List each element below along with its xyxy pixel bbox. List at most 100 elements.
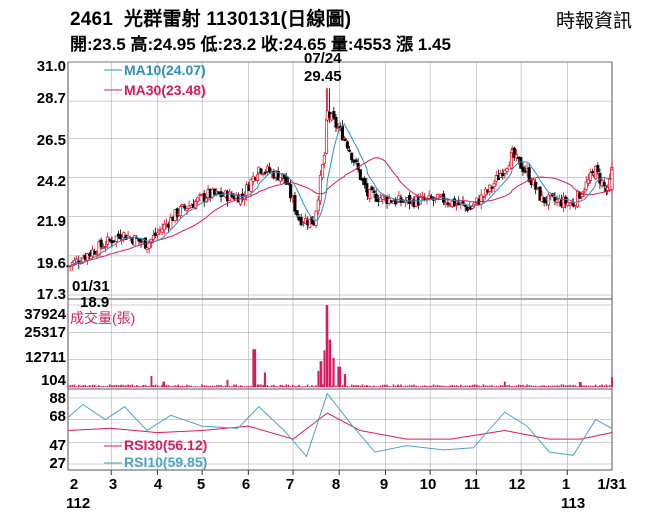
volume-bar (279, 384, 282, 387)
candle-body (514, 154, 519, 159)
volume-bar (413, 384, 415, 387)
volume-bar (480, 386, 483, 387)
volume-bar (350, 384, 353, 387)
candle-body (316, 199, 320, 212)
volume-bar (415, 385, 417, 387)
volume-bar (306, 384, 309, 387)
candle-body (108, 239, 112, 241)
volume-value: 4553 (353, 35, 392, 54)
candle-body (343, 138, 347, 141)
volume-bar (471, 384, 474, 387)
volume-spike-bar (253, 349, 256, 387)
volume-bar (556, 385, 558, 387)
volume-bar (386, 384, 388, 387)
volume-bar (594, 384, 597, 387)
volume-bar (473, 384, 476, 387)
volume-bar (428, 385, 430, 387)
volume-bar (508, 384, 511, 387)
volume-bar (140, 386, 142, 387)
volume-bar (129, 384, 132, 387)
candle-body (492, 182, 496, 187)
volume-bar (159, 386, 161, 387)
candle-body (126, 235, 130, 239)
candle-body (354, 159, 358, 162)
volume-bar (194, 385, 197, 387)
month-label: 12 (508, 476, 526, 493)
volume-bar (211, 385, 214, 387)
candle-body (527, 167, 531, 182)
candle-body (471, 206, 475, 209)
volume-bar (224, 385, 227, 387)
volume-bar (439, 385, 441, 387)
stock-name: 光群雷射 (124, 9, 201, 30)
volume-bar (373, 385, 375, 387)
ma30-legend: MA30(23.48) (124, 82, 206, 98)
volume-bar (388, 386, 390, 387)
ohlc-summary: 開:23.5 高:24.95 低:23.2 收:24.65 量:4553 漲 1… (70, 30, 451, 55)
volume-bar (220, 385, 222, 387)
volume-bar (583, 385, 585, 387)
volume-bar (589, 385, 592, 387)
candle-body (591, 171, 595, 174)
volume-bar (179, 385, 182, 387)
volume-bar (551, 385, 554, 387)
candle-body (334, 116, 338, 128)
volume-bar (183, 386, 186, 387)
volume-bar (275, 385, 277, 387)
volume-bar (300, 386, 302, 387)
volume-bar (84, 384, 87, 387)
rsi-tick: 27 (49, 455, 66, 472)
candle-body (512, 147, 516, 158)
volume-tick: 25317 (24, 324, 66, 341)
volume-bar (133, 385, 136, 387)
volume-bar (78, 384, 80, 387)
volume-bar (603, 385, 606, 387)
candle-body (481, 196, 485, 198)
volume-bar (131, 384, 134, 387)
price-tick: 26.5 (36, 132, 66, 149)
volume-tick: 12711 (25, 349, 66, 366)
volume-bar (493, 386, 495, 387)
volume-bar (135, 385, 138, 387)
volume-bar (519, 384, 522, 387)
volume-bar (176, 385, 179, 387)
volume-bar (252, 349, 254, 387)
candle-body (101, 247, 105, 249)
volume-bar (248, 386, 250, 387)
volume-bar (289, 386, 292, 387)
volume-bar (146, 386, 148, 387)
candle-body (284, 176, 288, 185)
volume-bar (201, 384, 203, 387)
volume-bar (266, 385, 269, 387)
month-label: 2 (69, 476, 79, 493)
low-value-annotation: 18.9 (80, 294, 110, 311)
volume-bar (235, 384, 237, 387)
candle-body (463, 204, 467, 207)
volume-bar (571, 385, 574, 387)
candle-body (322, 155, 326, 164)
volume-bar (436, 384, 439, 387)
close-label: 收: (260, 35, 284, 54)
volume-bar (587, 385, 590, 387)
volume-bar (366, 385, 369, 387)
volume-bar (381, 384, 384, 387)
volume-bar (346, 385, 349, 387)
candle-body (160, 228, 164, 233)
volume-spike-bar (150, 375, 153, 387)
volume-bar (457, 385, 460, 387)
candle-body (370, 186, 374, 191)
volume-bar (392, 384, 395, 387)
volume-bar (574, 385, 577, 387)
volume-bar (605, 384, 608, 387)
volume-bar (152, 385, 155, 387)
volume-bar (67, 385, 69, 387)
volume-bar (156, 385, 159, 387)
volume-spike-bar (329, 339, 332, 387)
volume-bar (304, 385, 307, 387)
volume-bar (100, 386, 102, 387)
volume-tick: 104 (40, 372, 66, 389)
volume-bar (71, 384, 74, 387)
ma10-legend: MA10(24.07) (124, 62, 206, 78)
volume-spike-bar (503, 381, 506, 387)
volume-bar (302, 386, 305, 387)
